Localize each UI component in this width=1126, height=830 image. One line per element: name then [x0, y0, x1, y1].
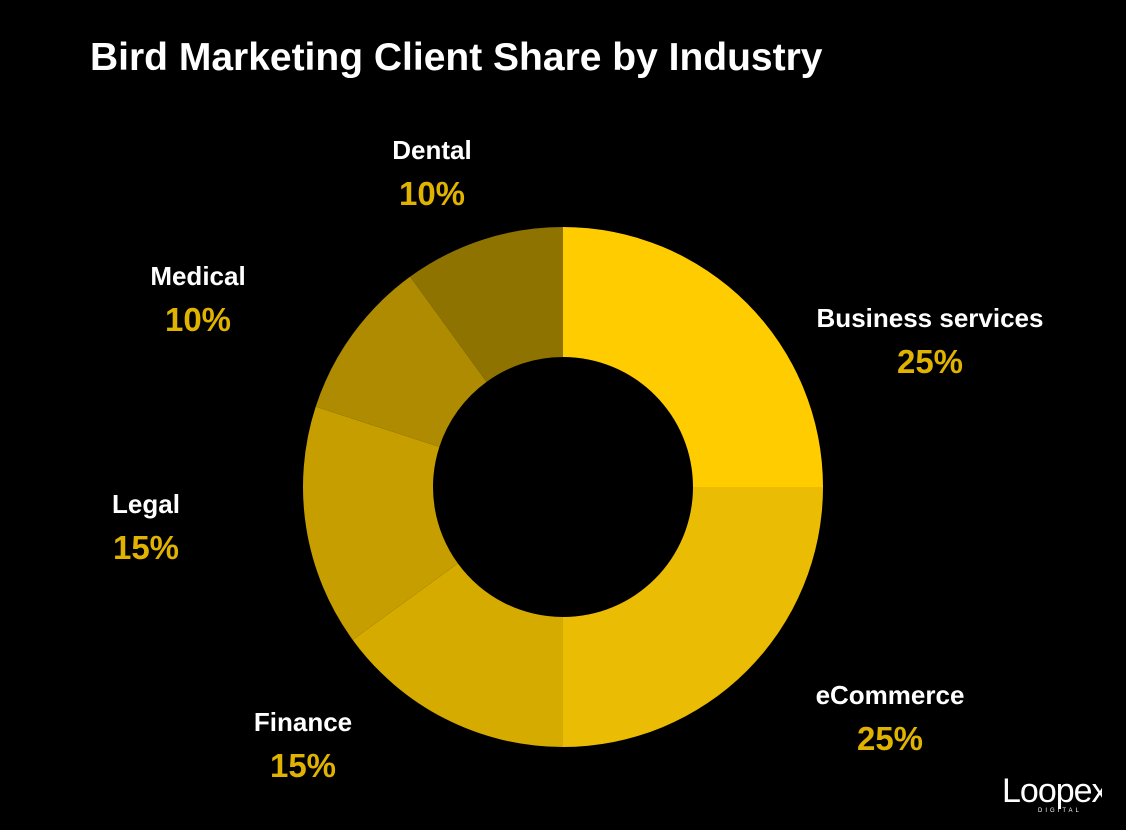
- slice-percent: 25%: [857, 720, 923, 757]
- chart-title: Bird Marketing Client Share by Industry: [90, 36, 823, 79]
- slice-label: Legal: [112, 489, 180, 519]
- slice-label: eCommerce: [816, 680, 965, 710]
- slice-label: Finance: [254, 707, 352, 737]
- slice-label: Medical: [150, 261, 245, 291]
- slice-medical: [315, 276, 487, 447]
- slice-label: Dental: [392, 135, 471, 165]
- slice-business-services: [563, 227, 823, 487]
- slice-legal: [303, 406, 458, 640]
- slice-percent: 10%: [399, 175, 465, 212]
- logo-word: Loopex: [1002, 772, 1102, 810]
- slice-label: Business services: [817, 303, 1044, 333]
- loopex-logo: Loopex DIGITAL: [1002, 772, 1102, 814]
- slice-dental: [410, 227, 563, 382]
- slice-percent: 15%: [270, 747, 336, 784]
- slice-percent: 25%: [897, 343, 963, 380]
- logo-subtitle: DIGITAL: [1038, 808, 1082, 814]
- labels-group: Business services 25% eCommerce 25% Finance 1…: [112, 135, 1043, 784]
- slice-finance: [352, 563, 563, 747]
- slice-percent: 15%: [113, 529, 179, 566]
- slice-ecommerce: [563, 487, 823, 747]
- slice-percent: 10%: [165, 301, 231, 338]
- slices-group: [303, 227, 823, 747]
